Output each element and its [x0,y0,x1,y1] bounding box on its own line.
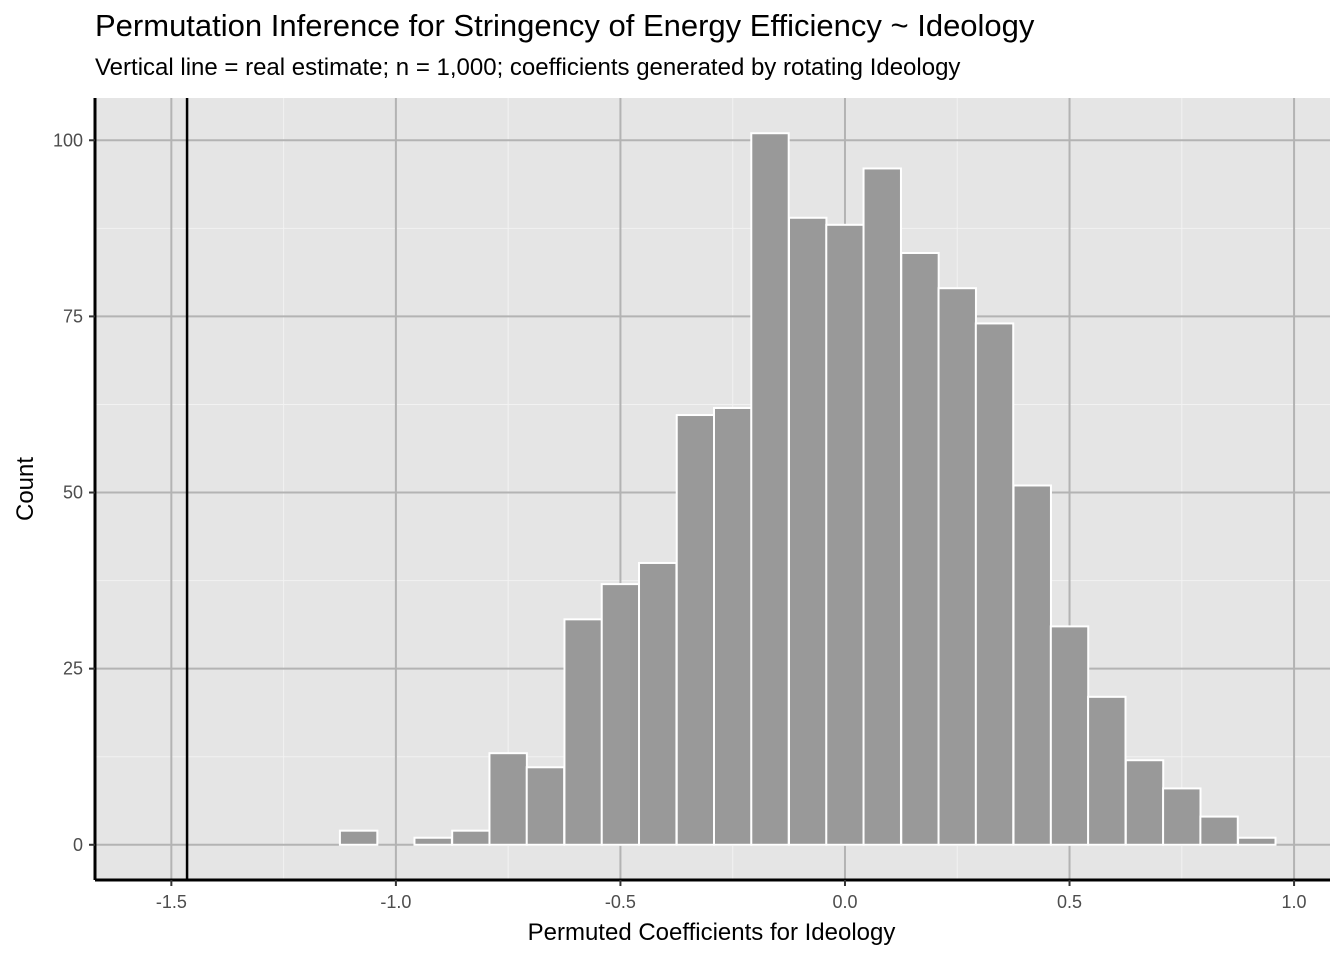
y-tick-label: 0 [73,835,83,855]
chart-title: Permutation Inference for Stringency of … [95,8,1035,43]
x-tick-label: 1.0 [1282,892,1307,912]
x-tick-label: 0.5 [1057,892,1082,912]
histogram-bar [413,836,453,846]
histogram-bar [1199,815,1239,846]
histogram-bar [1012,484,1052,846]
x-axis-ticks: -1.5 -1.0 -0.5 0.0 0.5 1.0 [156,880,1307,912]
x-tick-label: -0.5 [605,892,636,912]
chart-subtitle: Vertical line = real estimate; n = 1,000… [95,54,961,81]
histogram-bar [525,766,566,846]
histogram-bar [788,216,828,846]
y-tick-label: 50 [63,483,83,503]
y-tick-label: 25 [63,659,83,679]
histogram-bar [713,406,753,846]
y-axis-ticks: 0 25 50 75 100 [53,130,95,855]
x-tick-label: -1.5 [156,892,187,912]
histogram-bar [1049,625,1090,846]
x-axis-title: Permuted Coefficients for Ideology [528,919,896,946]
y-tick-label: 75 [63,306,83,326]
histogram-bar [750,132,790,846]
histogram-bar [675,414,716,846]
histogram-bar [338,829,379,846]
x-tick-label: 0.0 [832,892,857,912]
histogram-bars [338,132,1277,846]
histogram-bar [1237,836,1277,846]
y-tick-label: 100 [53,130,83,150]
histogram-bar [862,167,902,846]
x-tick-label: -1.0 [380,892,411,912]
histogram-bar [1124,759,1165,846]
histogram-bar [451,829,491,846]
histogram-bar [488,752,528,846]
histogram-bar [937,287,977,846]
histogram-bar [600,583,641,846]
histogram-bar [638,561,678,846]
histogram-bar [1087,695,1127,846]
histogram-bar [974,322,1015,846]
histogram-bar [1162,787,1202,846]
histogram-bar [563,618,603,846]
histogram-bar [825,223,865,846]
histogram-bar [900,251,940,846]
y-axis-title: Count [12,457,39,521]
